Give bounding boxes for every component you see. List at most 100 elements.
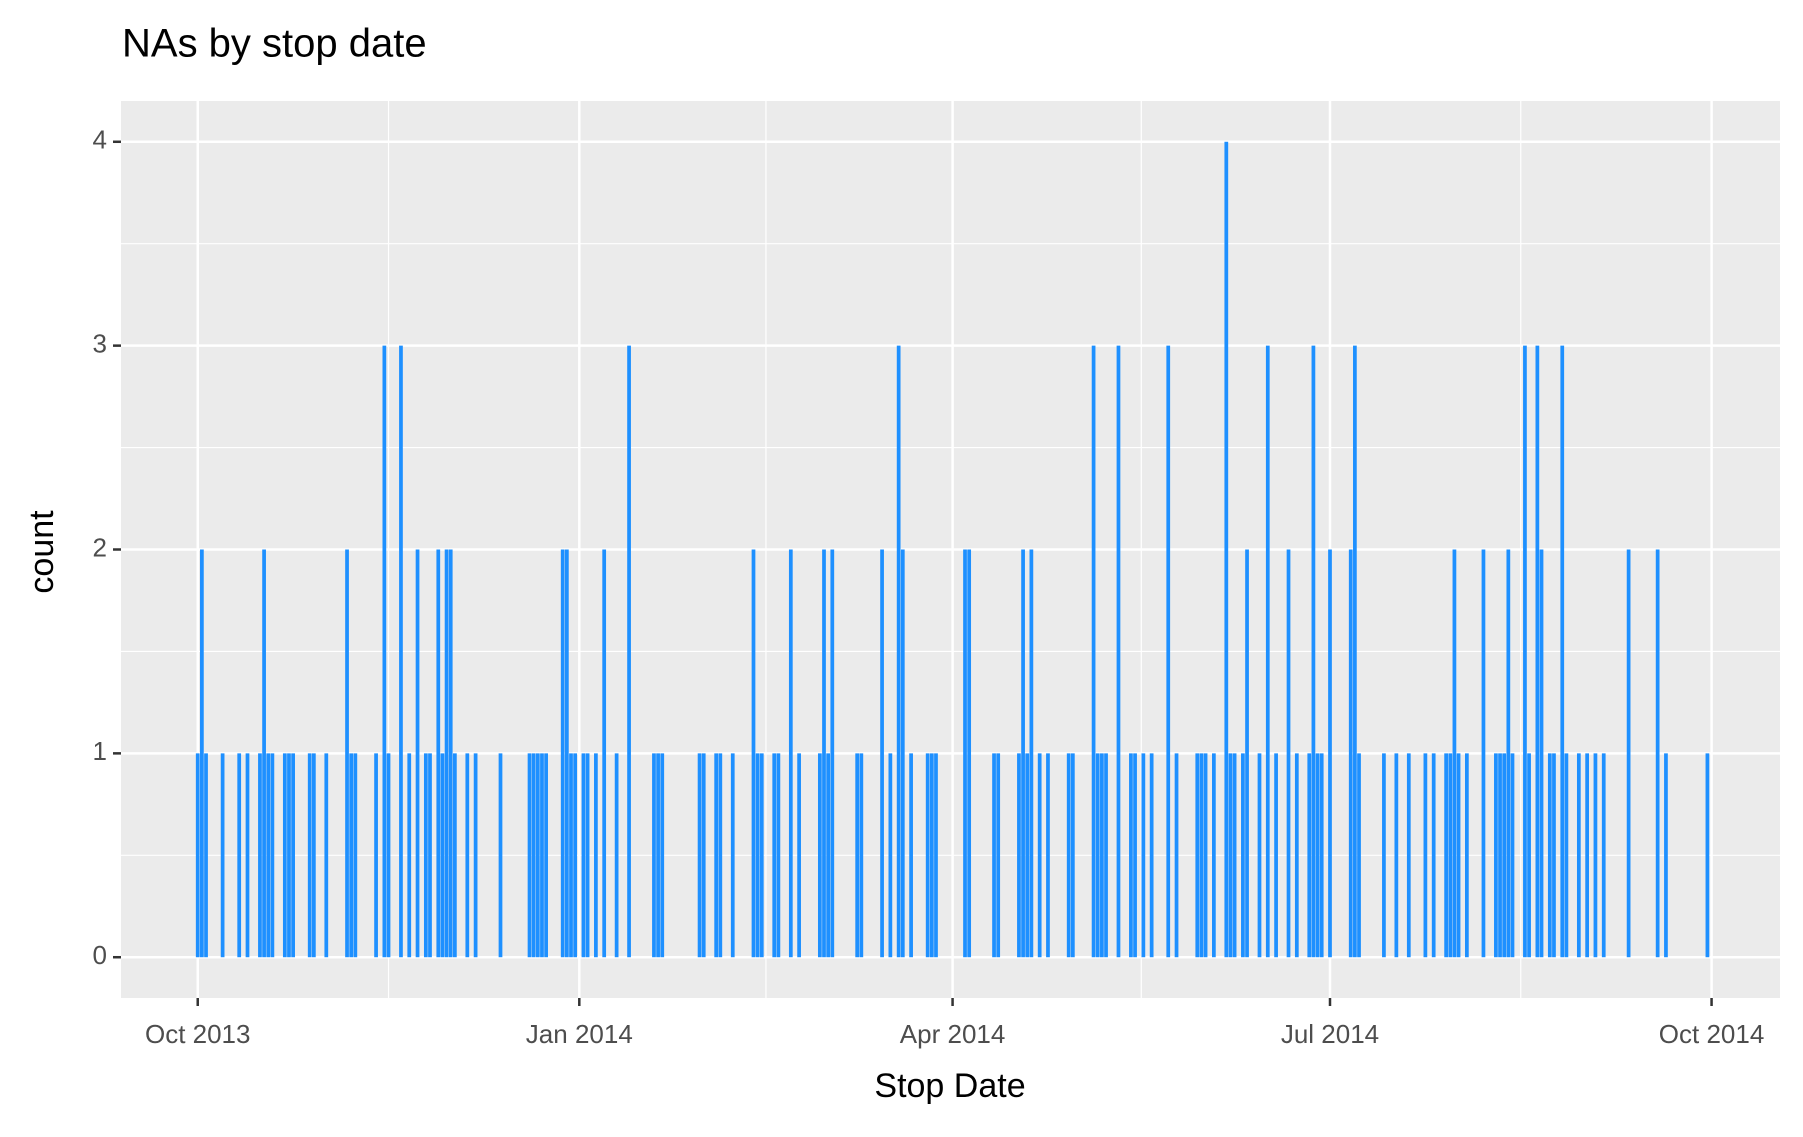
bar xyxy=(345,549,349,958)
bar xyxy=(1328,549,1332,958)
bar xyxy=(324,753,329,958)
bar xyxy=(220,753,225,958)
bar xyxy=(1104,753,1108,958)
bar xyxy=(1423,753,1428,958)
bar xyxy=(1129,753,1133,958)
bar xyxy=(1448,753,1453,958)
bar xyxy=(1274,753,1278,958)
bar xyxy=(822,549,826,958)
bar xyxy=(755,753,760,958)
bar xyxy=(436,549,441,958)
bar xyxy=(428,753,432,958)
bar xyxy=(1095,753,1100,958)
bar xyxy=(1552,753,1556,958)
bar xyxy=(797,753,801,958)
bar xyxy=(1133,753,1137,958)
bar xyxy=(1319,753,1324,958)
bar xyxy=(1464,753,1469,958)
bar xyxy=(444,549,449,958)
bar xyxy=(1431,753,1436,958)
bar xyxy=(929,753,934,958)
bar xyxy=(1286,549,1291,958)
bar xyxy=(382,345,387,958)
bar xyxy=(1116,345,1121,958)
bar xyxy=(900,549,905,958)
bar xyxy=(788,549,793,958)
bar xyxy=(1456,753,1461,958)
bar xyxy=(531,753,536,958)
bar xyxy=(992,753,996,958)
bar xyxy=(1406,753,1411,958)
bar xyxy=(660,753,665,958)
bar xyxy=(1593,753,1598,958)
bar xyxy=(569,753,573,958)
bar xyxy=(855,753,860,958)
bar xyxy=(1494,753,1498,958)
bar xyxy=(996,753,1001,958)
bar xyxy=(1199,753,1204,958)
bar xyxy=(237,753,242,958)
x-tick-label: Jan 2014 xyxy=(526,1019,633,1049)
bar xyxy=(656,753,660,958)
bar xyxy=(311,753,316,958)
bar xyxy=(1294,753,1299,958)
bar xyxy=(349,753,354,958)
bar xyxy=(399,345,403,958)
bar xyxy=(1382,753,1386,958)
bar xyxy=(751,549,756,958)
bar xyxy=(817,753,822,958)
bar xyxy=(1357,753,1361,958)
y-tick-label: 0 xyxy=(93,940,107,970)
bar xyxy=(1664,753,1668,958)
bar xyxy=(535,753,540,958)
bar xyxy=(776,753,781,958)
bar xyxy=(602,549,607,958)
bar xyxy=(909,753,913,958)
bar xyxy=(1498,753,1502,958)
bar xyxy=(307,753,312,958)
bar xyxy=(697,753,702,958)
bar xyxy=(440,753,445,958)
bar xyxy=(287,753,291,958)
bar xyxy=(1257,753,1262,958)
bar xyxy=(291,753,295,958)
y-axis-title: count xyxy=(23,510,61,594)
bar xyxy=(1601,753,1606,958)
bar xyxy=(1481,549,1486,958)
bar xyxy=(204,753,208,958)
bar xyxy=(967,549,972,958)
bar xyxy=(1195,753,1200,958)
bar xyxy=(1626,549,1631,958)
bar xyxy=(195,753,200,958)
bar xyxy=(934,753,938,958)
bar xyxy=(1203,753,1208,958)
bar xyxy=(245,753,250,958)
bar xyxy=(594,753,598,958)
bar xyxy=(423,753,428,958)
bar xyxy=(1452,549,1457,958)
bar xyxy=(527,753,532,958)
bar xyxy=(1245,549,1249,958)
bar xyxy=(1029,549,1034,958)
bar xyxy=(262,549,266,958)
bar xyxy=(1311,345,1316,958)
bar xyxy=(772,753,777,958)
bar xyxy=(830,549,835,958)
bar xyxy=(407,753,412,958)
bar xyxy=(1025,753,1030,958)
bar xyxy=(1070,753,1075,958)
bar xyxy=(759,753,764,958)
bar xyxy=(718,753,723,958)
bar xyxy=(266,753,271,958)
bar xyxy=(859,753,864,958)
bar xyxy=(1265,345,1270,958)
bar xyxy=(701,753,706,958)
bar xyxy=(1506,549,1511,958)
bar xyxy=(540,753,544,958)
bar xyxy=(1560,345,1565,958)
bar xyxy=(1348,549,1353,958)
bar xyxy=(925,753,930,958)
bar xyxy=(1353,345,1357,958)
bar xyxy=(453,753,457,958)
